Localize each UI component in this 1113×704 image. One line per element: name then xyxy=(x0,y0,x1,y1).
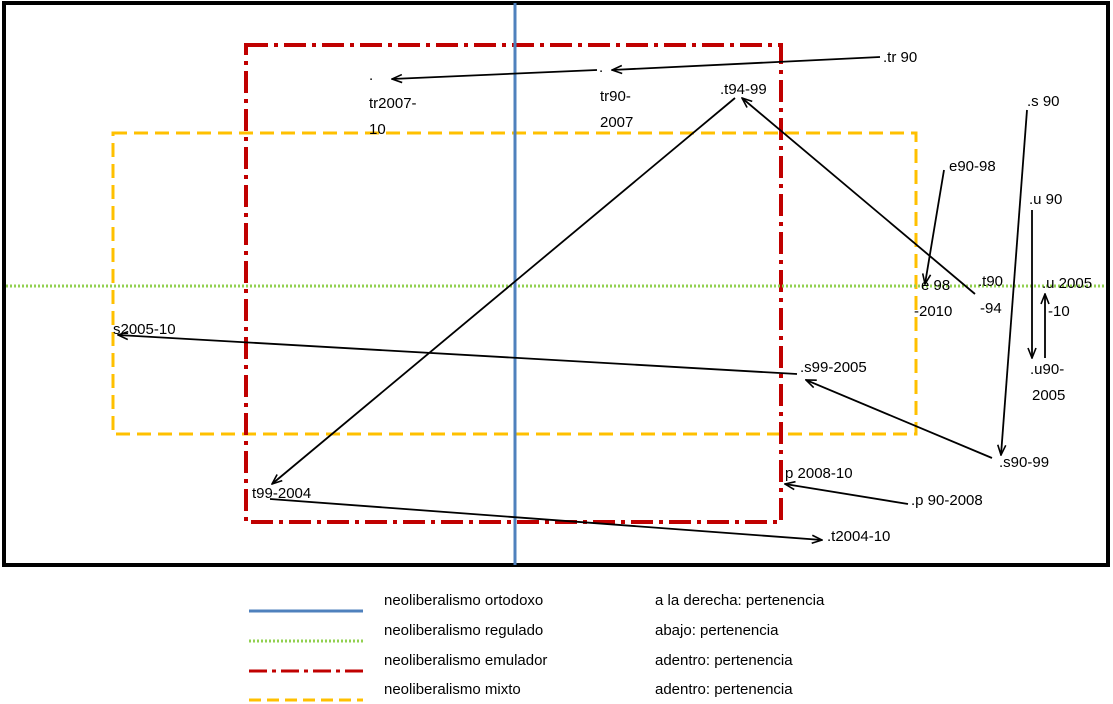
label-s90-99: .s90-99 xyxy=(999,454,1049,471)
label-u90: .u 90 xyxy=(1029,191,1062,208)
label-tr90-2007-dot: . xyxy=(599,59,603,76)
arrow-p90-2008-to-p2008-10 xyxy=(785,484,909,505)
label-p90-2008: .p 90-2008 xyxy=(911,492,983,509)
label-t99-2004: t99-2004 xyxy=(252,485,311,502)
legend-emulador-desc: adentro: pertenencia xyxy=(655,652,793,669)
label-tr90: .tr 90 xyxy=(883,49,917,66)
label-e98-a: e 98 xyxy=(921,277,950,294)
label-tr90-2007-b: 2007 xyxy=(600,114,633,131)
arrow-tr90-2007-to-tr2007-10 xyxy=(392,69,598,79)
label-u2005-b: -10 xyxy=(1048,303,1070,320)
arrow-s90-to-s90-99 xyxy=(1001,109,1028,455)
label-t90-94-b: -94 xyxy=(980,300,1002,317)
label-s90: .s 90 xyxy=(1027,93,1060,110)
label-t2004-10: .t2004-10 xyxy=(827,528,890,545)
arrow-t99-2004-to-t2004-10 xyxy=(269,498,822,540)
label-u2005-a: .u 2005 xyxy=(1042,275,1092,292)
arrow-t94-99-to-t99-2004 xyxy=(272,97,736,484)
arrow-t90-94-to-t94-99 xyxy=(742,98,976,295)
node-labels: .tr 90 . tr90- 2007 . tr2007- 10 .t94-99… xyxy=(113,49,1092,545)
arrows xyxy=(118,56,1045,540)
label-u90-2005-b: 2005 xyxy=(1032,387,1065,404)
arrow-e90-98-to-e98-2010 xyxy=(925,169,945,284)
label-tr2007-a: tr2007- xyxy=(369,95,417,112)
label-tr2007-b: 10 xyxy=(369,121,386,138)
label-p2008-10: p 2008-10 xyxy=(785,465,853,482)
legend-emulador-name: neoliberalismo emulador xyxy=(384,652,547,669)
legend-regulado-name: neoliberalismo regulado xyxy=(384,622,543,639)
legend-mixto-desc: adentro: pertenencia xyxy=(655,681,793,698)
outer-frame xyxy=(2,1,1110,567)
label-u90-2005-a: .u90- xyxy=(1030,361,1064,378)
label-tr90-2007-a: tr90- xyxy=(600,88,631,105)
label-t94-99: .t94-99 xyxy=(720,81,767,98)
label-tr2007-dot: . xyxy=(369,67,373,84)
legend-ortodoxo-desc: a la derecha: pertenencia xyxy=(655,592,825,609)
arrow-s90-99-to-s99-2005 xyxy=(806,380,993,459)
label-e98-b: -2010 xyxy=(914,303,952,320)
legend-mixto-name: neoliberalismo mixto xyxy=(384,681,521,698)
label-e90-98: e90-98 xyxy=(949,158,996,175)
legend: neoliberalismo ortodoxo neoliberalismo r… xyxy=(249,592,825,702)
legend-regulado-desc: abajo: pertenencia xyxy=(655,622,779,639)
label-s2005-10: s2005-10 xyxy=(113,321,176,338)
legend-ortodoxo-name: neoliberalismo ortodoxo xyxy=(384,592,543,609)
arrow-tr90-to-tr90-2007 xyxy=(612,56,881,70)
label-s99-2005: .s99-2005 xyxy=(800,359,867,376)
label-t90-94-a: .t90 xyxy=(978,273,1003,290)
arrow-s99-2005-to-s2005-10 xyxy=(118,335,798,375)
